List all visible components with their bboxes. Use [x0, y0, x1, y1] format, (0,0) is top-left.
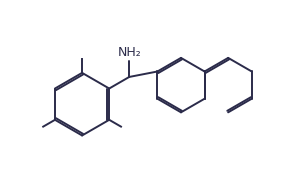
Text: NH₂: NH₂ — [117, 46, 141, 59]
